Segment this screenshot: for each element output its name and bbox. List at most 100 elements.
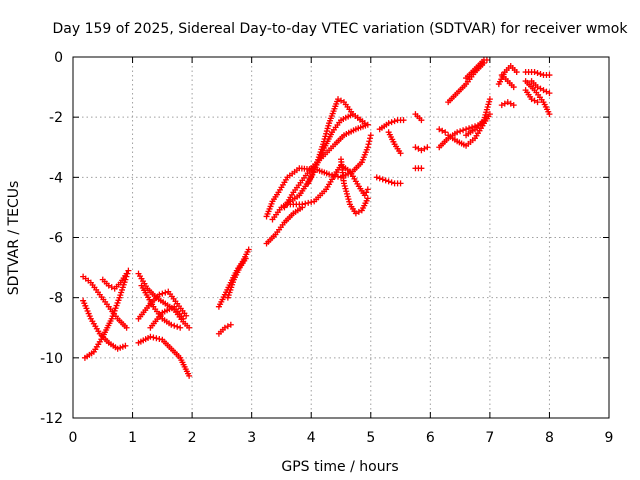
data-point: [156, 336, 163, 343]
data-point: [424, 144, 431, 151]
data-point: [388, 179, 395, 186]
data-point: [147, 333, 154, 340]
data-point: [123, 324, 130, 331]
data-point: [418, 117, 425, 124]
data-series: [463, 96, 493, 139]
data-point: [397, 180, 404, 187]
data-point: [367, 135, 374, 142]
data-point: [177, 324, 184, 331]
data-point: [365, 141, 372, 148]
data-point: [174, 323, 181, 330]
data-series: [522, 69, 553, 79]
x-tick-label: 6: [426, 430, 435, 446]
data-series: [412, 111, 425, 124]
data-series: [284, 162, 371, 208]
data-point: [150, 334, 157, 341]
data-point: [379, 176, 386, 183]
grid-lines: [73, 57, 609, 418]
data-point: [418, 165, 425, 172]
data-point: [326, 171, 333, 178]
data-series: [522, 87, 541, 106]
data-point: [534, 99, 541, 106]
data-point: [466, 125, 473, 132]
data-point: [510, 102, 517, 109]
data-point: [486, 96, 493, 103]
x-tick-label: 9: [605, 430, 614, 446]
x-tick-label: 3: [247, 430, 256, 446]
data-series: [338, 156, 371, 217]
data-point: [156, 291, 163, 298]
data-point: [171, 322, 178, 329]
data-point: [382, 177, 389, 184]
x-tick-label: 2: [188, 430, 197, 446]
x-tick-label: 4: [307, 430, 316, 446]
y-tick-label: -10: [40, 351, 63, 367]
y-tick-label: -8: [49, 291, 63, 307]
data-point: [299, 201, 306, 208]
data-point: [388, 119, 395, 126]
data-series: [522, 78, 553, 118]
data-point: [366, 138, 373, 145]
data-point: [457, 128, 464, 135]
data-series: [412, 165, 425, 172]
data-point: [546, 111, 553, 118]
data-point: [531, 69, 538, 76]
y-tick-label: 0: [54, 50, 63, 66]
data-point: [486, 111, 493, 118]
y-tick-label: -6: [49, 231, 63, 247]
data-series: [80, 273, 130, 331]
data-point: [376, 175, 383, 182]
x-tick-label: 8: [545, 430, 554, 446]
data-point: [363, 189, 370, 196]
data-point: [227, 321, 234, 328]
data-point: [534, 70, 541, 77]
data-series: [412, 144, 431, 154]
data-point: [364, 186, 371, 193]
data-point: [180, 315, 187, 322]
data-series: [263, 132, 374, 220]
data-point: [463, 126, 470, 133]
y-tick-label: -4: [49, 170, 63, 186]
data-series: [215, 321, 234, 337]
data-series: [81, 267, 132, 361]
data-series: [498, 72, 517, 91]
data-point: [123, 270, 130, 277]
data-series: [376, 117, 407, 133]
x-axis-label: GPS time / hours: [281, 459, 398, 475]
data-point: [397, 150, 404, 157]
data-point: [460, 127, 467, 134]
data-series: [99, 270, 130, 292]
data-series: [528, 78, 553, 97]
data-series: [495, 63, 520, 88]
data-series: [135, 333, 193, 379]
data-series: [436, 126, 449, 136]
x-tick-label: 5: [366, 430, 375, 446]
x-tick-label: 1: [128, 430, 137, 446]
data-point: [400, 117, 407, 124]
chart-title: Day 159 of 2025, Sidereal Day-to-day VTE…: [53, 21, 629, 37]
data-point: [308, 199, 315, 206]
data-point: [361, 120, 368, 127]
data-series: [498, 99, 517, 109]
data-point: [385, 178, 392, 185]
data-point: [546, 90, 553, 97]
data-point: [153, 335, 160, 342]
data-point: [364, 144, 371, 151]
data-series: [224, 255, 249, 301]
y-axis-label: SDTVAR / TECUs: [6, 181, 22, 296]
x-tick-label: 7: [485, 430, 494, 446]
y-tick-labels: 0 -2 -4 -6 -8 -10 -12: [40, 50, 63, 427]
data-point: [168, 321, 175, 328]
data-point: [242, 255, 249, 262]
data-point: [391, 118, 398, 125]
data-point: [480, 57, 487, 64]
data-point: [364, 195, 371, 202]
data-series: [263, 204, 306, 247]
data-series: [305, 96, 368, 187]
data-series: [463, 57, 487, 82]
data-point: [367, 132, 374, 139]
data-point: [385, 120, 392, 127]
data-point: [513, 69, 520, 76]
data-series: [385, 129, 404, 157]
